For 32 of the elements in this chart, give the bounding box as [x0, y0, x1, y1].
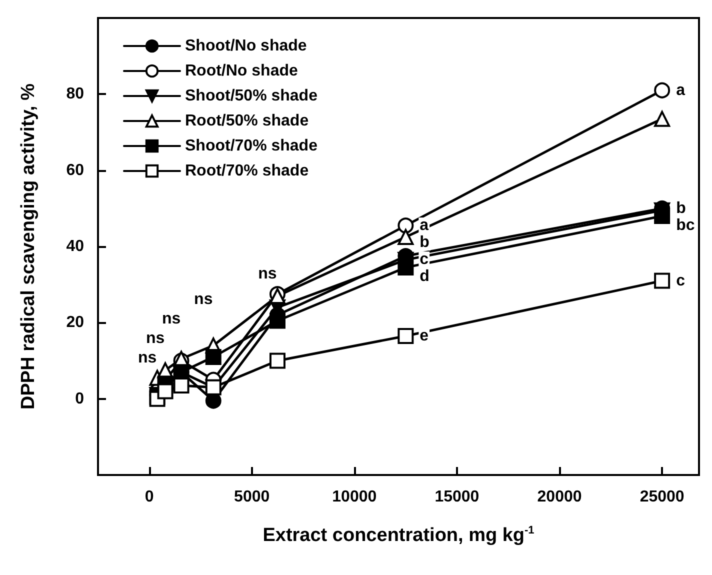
legend-label: Shoot/50% shade	[185, 88, 318, 104]
y-tick-label: 60	[66, 162, 84, 179]
x-tick-label: 20000	[537, 488, 582, 506]
annotation: a	[676, 82, 686, 99]
annotation: ns	[146, 330, 165, 347]
annotation: c	[420, 251, 429, 268]
legend-label: Shoot/70% shade	[185, 138, 318, 154]
y-tick-label: 0	[75, 390, 84, 408]
x-tick-label: 5000	[234, 488, 270, 506]
annotation: ns	[138, 349, 157, 366]
annotation: b	[420, 234, 430, 252]
annotation: ns	[194, 291, 213, 308]
annotation: ns	[162, 310, 181, 328]
legend-label: Root/50% shade	[185, 112, 309, 130]
y-axis-title: DPPH radical scavenging activity, %	[18, 83, 39, 410]
x-tick-label: 0	[144, 488, 154, 506]
annotation: a	[420, 217, 429, 234]
annotation: e	[420, 327, 429, 344]
x-tick-label: 25000	[640, 488, 684, 506]
y-tick-label: 20	[66, 314, 84, 332]
y-tick-label: 80	[66, 86, 84, 103]
annotation: c	[676, 272, 686, 290]
legend-label: Shoot/No shade	[185, 38, 307, 54]
annotation: b	[676, 200, 686, 217]
y-tick-label: 40	[66, 238, 84, 255]
x-tick-label: 15000	[434, 488, 480, 506]
x-tick-label: 10000	[332, 488, 377, 506]
annotation: ns	[258, 266, 277, 283]
annotation: bc	[676, 216, 695, 234]
legend-label: Root/No shade	[185, 62, 298, 80]
legend-label: Root/70% shade	[185, 162, 309, 180]
annotation: d	[420, 268, 430, 286]
